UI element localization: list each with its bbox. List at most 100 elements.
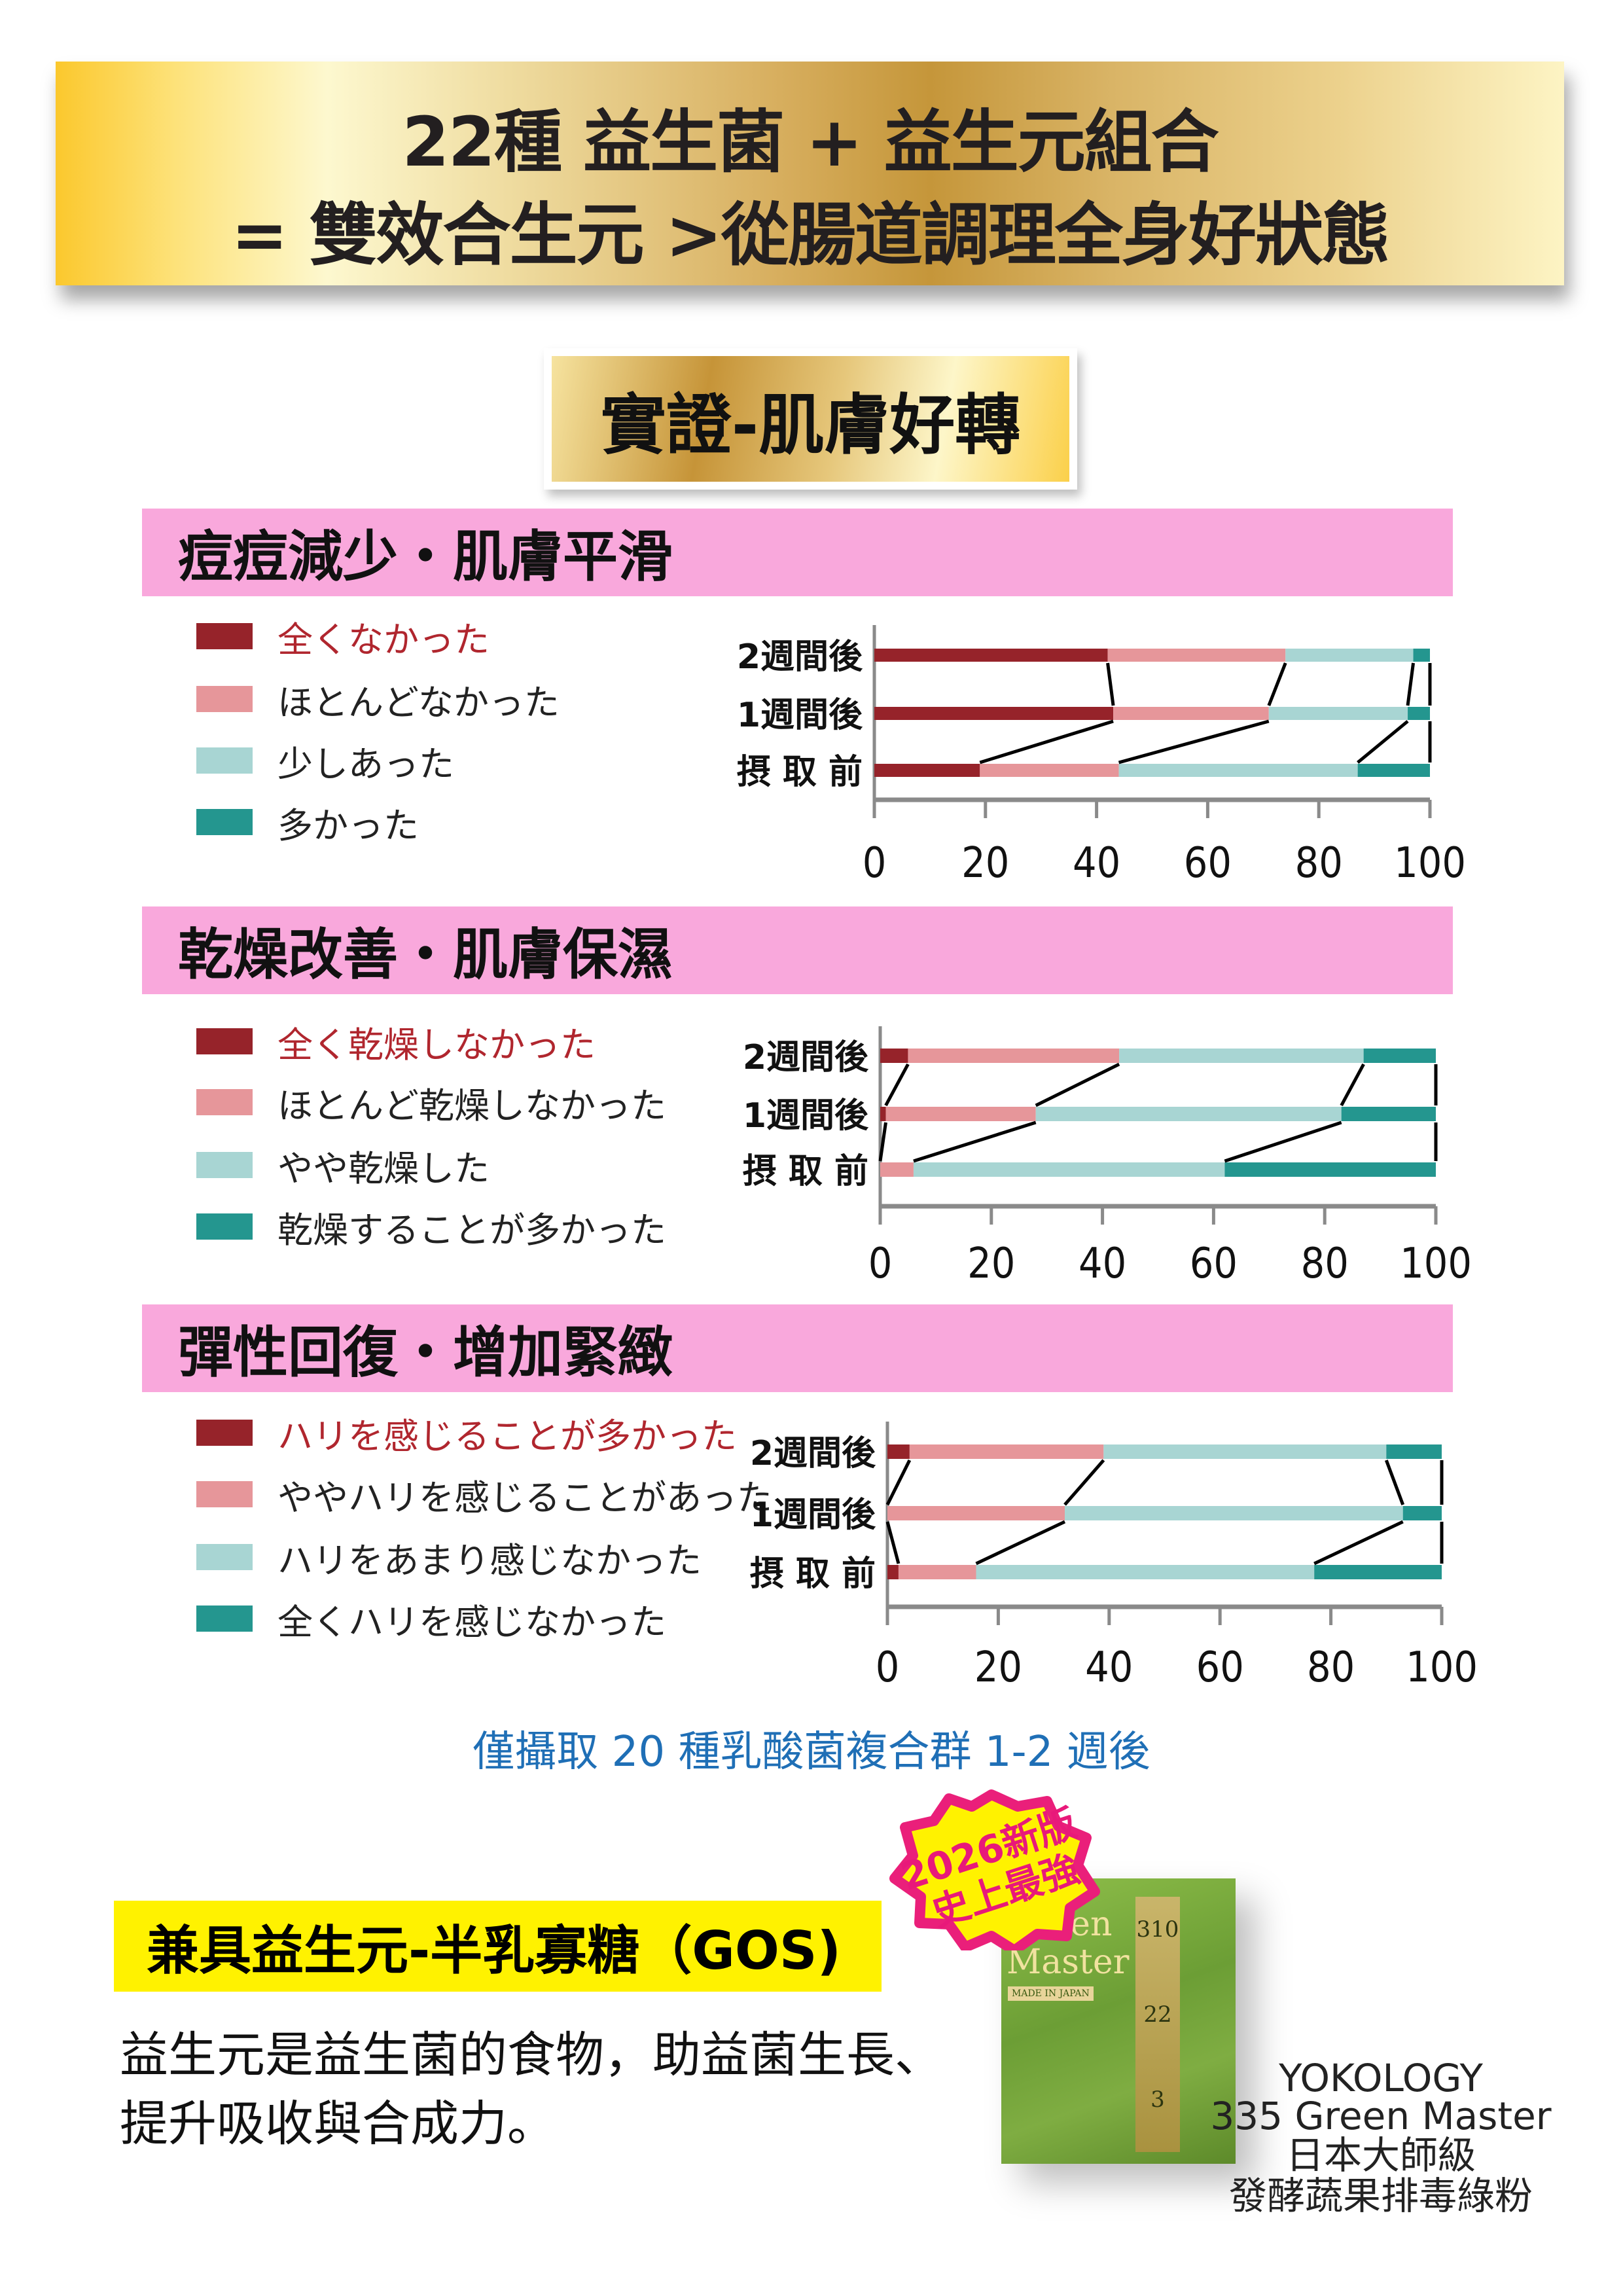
bar-segment bbox=[887, 1444, 910, 1459]
bar-segment bbox=[887, 1565, 899, 1579]
product-number: 3 bbox=[1150, 2087, 1165, 2113]
legend-item: ハリを感じることが多かった bbox=[196, 1413, 737, 1457]
legend-swatch bbox=[196, 623, 253, 649]
bar-segment bbox=[1107, 649, 1286, 662]
x-tick-label: 100 bbox=[1406, 1643, 1478, 1692]
bar-segment bbox=[908, 1049, 1120, 1063]
product-strip: 310 22 3 bbox=[1135, 1897, 1180, 2152]
connector-line bbox=[1357, 720, 1409, 764]
legend-swatch bbox=[196, 747, 253, 774]
product-caption-brand: YOKOLOGY bbox=[1279, 2056, 1483, 2100]
x-tick-label: 0 bbox=[868, 1240, 893, 1288]
x-tick-label: 40 bbox=[1079, 1240, 1126, 1288]
connector-line bbox=[1313, 1520, 1404, 1566]
x-tick-label: 20 bbox=[967, 1240, 1015, 1288]
legend-swatch bbox=[196, 1213, 253, 1240]
product-name-line-2: Master bbox=[1007, 1943, 1130, 1982]
legend-item: 多かった bbox=[196, 802, 419, 846]
legend-item: ハリをあまり感じなかった bbox=[196, 1537, 702, 1581]
legend-label: やや乾燥した bbox=[277, 1147, 490, 1189]
connector-line bbox=[1106, 662, 1115, 706]
legend-label: ハリを感じることが多かった bbox=[277, 1415, 737, 1457]
bar-segment bbox=[1285, 649, 1414, 662]
legend-item: 全くなかった bbox=[196, 617, 490, 660]
legend-label: ややハリを感じることがあった bbox=[277, 1477, 772, 1518]
x-tick-label: 0 bbox=[876, 1643, 900, 1692]
legend-swatch bbox=[196, 1089, 253, 1115]
x-tick-label: 20 bbox=[961, 839, 1009, 888]
legend-swatch bbox=[196, 1028, 253, 1054]
x-tick-label: 20 bbox=[974, 1643, 1022, 1692]
bar-segment bbox=[976, 1565, 1315, 1579]
x-tick-label: 60 bbox=[1196, 1643, 1244, 1692]
connector-line bbox=[885, 1521, 901, 1564]
legend-item: 全く乾燥しなかった bbox=[196, 1022, 596, 1066]
legend-label: ほとんど乾燥しなかった bbox=[277, 1085, 666, 1126]
legend-item: ほとんど乾燥しなかった bbox=[196, 1083, 666, 1126]
bar-segment bbox=[980, 764, 1119, 777]
header-line-2: = 雙效合生元 >從腸道調理全身好狀態 bbox=[231, 195, 1390, 275]
bar-segment bbox=[1413, 649, 1430, 662]
bar-segment bbox=[1386, 1444, 1442, 1459]
bar-segment bbox=[898, 1565, 976, 1579]
connector-line bbox=[1118, 719, 1270, 764]
x-tick-label: 80 bbox=[1301, 1240, 1349, 1288]
bar-segment bbox=[885, 1107, 1036, 1121]
connector-line bbox=[1224, 1121, 1342, 1163]
legend-label: ハリをあまり感じなかった bbox=[277, 1539, 702, 1581]
prebiotic-heading: 兼具益生元-半乳寡糖（GOS) bbox=[147, 1920, 842, 1981]
section-bar-acne: 痘痘減少・肌膚平滑 bbox=[142, 509, 1453, 596]
legend-label: 少しあった bbox=[277, 743, 454, 785]
bar-segment bbox=[874, 764, 980, 777]
connector-line bbox=[1035, 1062, 1120, 1107]
legend-swatch bbox=[196, 686, 253, 712]
footnote: 僅攝取 20 種乳酸菌複合群 1-2 週後 bbox=[473, 1728, 1150, 1776]
x-tick-label: 80 bbox=[1295, 839, 1343, 888]
category-label: 2週間後 bbox=[750, 1434, 876, 1473]
x-tick-label: 60 bbox=[1184, 839, 1232, 888]
legend-label: ほとんどなかった bbox=[277, 681, 560, 723]
category-label: 摂 取 前 bbox=[737, 753, 863, 792]
x-tick-label: 0 bbox=[863, 839, 887, 888]
connector-line bbox=[878, 1122, 887, 1162]
bar-segment bbox=[887, 1506, 1065, 1520]
bar-segment bbox=[880, 1162, 914, 1177]
legend-item: ややハリを感じることがあった bbox=[196, 1475, 772, 1518]
category-label: 1週間後 bbox=[750, 1496, 876, 1535]
section-title: 彈性回復・增加緊緻 bbox=[178, 1320, 673, 1385]
legend-swatch bbox=[196, 1420, 253, 1446]
legend-item: 少しあった bbox=[196, 741, 454, 785]
legend-swatch bbox=[196, 1544, 253, 1570]
bar-segment bbox=[880, 1107, 886, 1121]
legend-label: 全くなかった bbox=[277, 619, 490, 660]
bar-segment bbox=[1118, 764, 1358, 777]
legend-label: 全く乾燥しなかった bbox=[277, 1024, 596, 1066]
bar-segment bbox=[1119, 1049, 1364, 1063]
x-tick-label: 80 bbox=[1307, 1643, 1355, 1692]
legend-swatch bbox=[196, 809, 253, 835]
category-label: 摂 取 前 bbox=[750, 1554, 876, 1594]
legend-label: 全くハリを感じなかった bbox=[277, 1601, 666, 1643]
x-tick-label: 100 bbox=[1400, 1240, 1472, 1288]
section-bar-elasticity: 彈性回復・增加緊緻 bbox=[142, 1304, 1453, 1392]
connector-line bbox=[1267, 662, 1287, 706]
bar-segment bbox=[909, 1444, 1104, 1459]
x-tick-label: 40 bbox=[1085, 1643, 1133, 1692]
bar-segment bbox=[880, 1049, 908, 1063]
product-number: 310 bbox=[1136, 1916, 1179, 1943]
category-label: 1週間後 bbox=[743, 1096, 869, 1136]
product-caption-name: 335 Green Master bbox=[1210, 2094, 1552, 2138]
product-caption-grade: 日本大師級 bbox=[1285, 2133, 1476, 2178]
bar-segment bbox=[1408, 707, 1430, 720]
section-title: 乾燥改善・肌膚保濕 bbox=[178, 922, 673, 987]
category-label: 2週間後 bbox=[737, 637, 863, 677]
legend-item: ほとんどなかった bbox=[196, 679, 560, 723]
bar-segment bbox=[1402, 1506, 1442, 1520]
bar-segment bbox=[1113, 707, 1269, 720]
connector-line bbox=[1384, 1460, 1405, 1505]
x-tick-label: 60 bbox=[1190, 1240, 1238, 1288]
bar-segment bbox=[1363, 1049, 1436, 1063]
